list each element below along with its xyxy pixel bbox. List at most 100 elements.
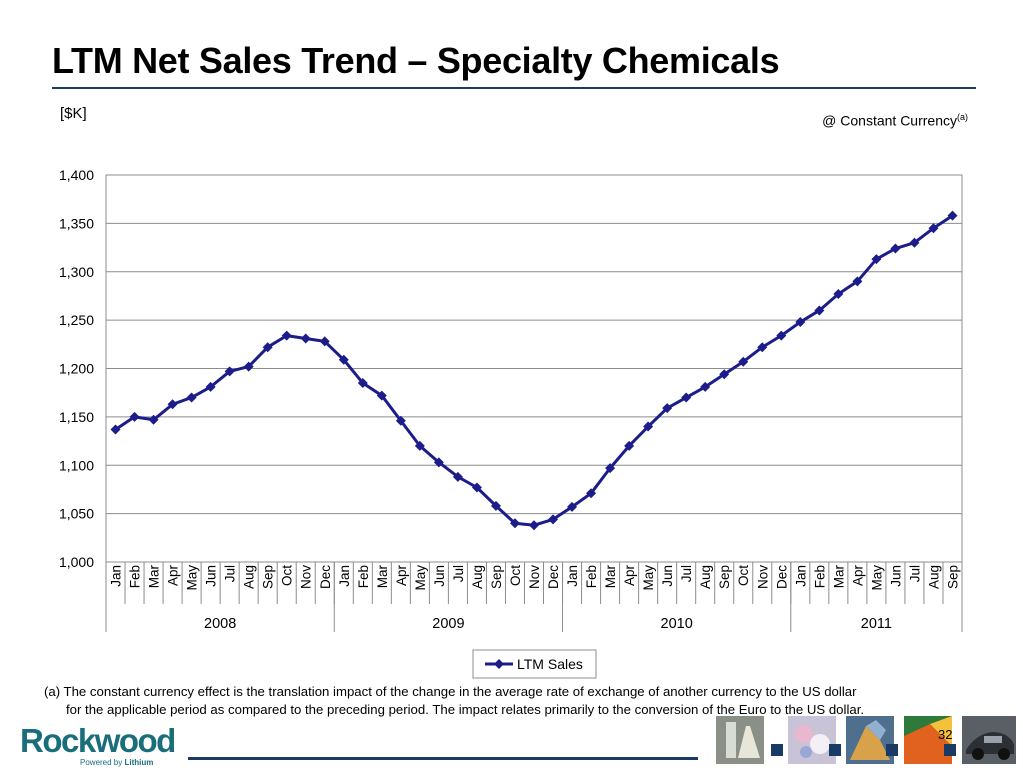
data-point [281,330,292,341]
x-tick-label: Apr [622,565,637,587]
year-label: 2008 [204,616,236,632]
data-point [205,381,216,392]
thumb-separator [771,744,783,756]
chart-axes: 1,000 1,050 1,100 1,150 1,200 1,250 1,300 1,350… [59,167,963,632]
data-point [414,440,425,451]
x-tick-label: Apr [850,565,865,587]
x-tick-label: Aug [470,565,485,589]
x-tick-label: Aug [698,565,713,589]
x-tick-label: May [413,565,428,591]
data-point [167,399,178,410]
data-point [471,482,482,493]
x-tick-label: May [641,565,656,591]
chart-series [110,210,958,531]
data-point [719,369,730,380]
x-tick-label: Nov [755,565,770,589]
legend-label: LTM Sales [517,656,583,672]
data-point [795,317,806,328]
data-point [110,424,121,435]
data-point [757,342,768,353]
data-point [567,501,578,512]
data-point [452,471,463,482]
thumb-car [962,716,1016,764]
currency-note: @ Constant Currency(a) [822,112,968,129]
y-tick-label: 1,100 [59,457,94,473]
thumb-powder [846,716,894,764]
data-point [947,210,958,221]
data-point [224,366,235,377]
thumb-separator [886,744,898,756]
x-tick-label: Dec [546,565,561,589]
x-tick-label: Jul [223,565,238,582]
footnote-line-1: (a) The constant currency effect is the … [44,684,857,699]
x-tick-label: Mar [603,564,618,588]
x-tick-label: Jun [204,565,219,587]
x-tick-label: Mar [375,564,390,588]
data-point [871,254,882,265]
data-point [928,223,939,234]
data-point [624,440,635,451]
data-point [395,415,406,426]
x-tick-label: May [185,565,200,591]
thumb-separator [944,744,956,756]
data-point [643,421,654,432]
data-point [814,305,825,316]
year-label: 2009 [432,616,464,632]
y-tick-label: 1,350 [59,215,94,231]
x-tick-label: Sep [489,565,504,589]
data-point [909,237,920,248]
data-point [490,500,501,511]
data-point [338,354,349,365]
logo-wordmark: Rockwood [20,722,176,759]
data-point [300,333,311,344]
data-point [129,411,140,422]
x-tick-label: Sep [261,565,276,589]
data-point [376,390,387,401]
data-point [662,403,673,414]
data-point [700,381,711,392]
x-tick-label: Jan [793,565,808,587]
data-point [890,243,901,254]
x-tick-label: Jul [907,565,922,582]
page-title: LTM Net Sales Trend – Specialty Chemical… [52,40,780,81]
y-tick-label: 1,200 [59,361,94,377]
footnote: (a) The constant currency effect is the … [44,683,984,719]
x-tick-label: Jul [679,565,694,582]
x-tick-label: May [869,565,884,591]
logo-tagline-brand: Lithium [124,758,154,767]
data-point [529,520,539,531]
data-point [738,356,749,367]
x-tick-label: Apr [166,565,181,587]
x-tick-label: Aug [926,565,941,589]
x-tick-label: Oct [508,565,523,586]
x-tick-label: Mar [831,564,846,588]
data-point [852,276,863,287]
x-tick-label: Oct [280,565,295,586]
data-point [243,361,254,372]
data-point [548,514,559,525]
x-tick-label: Feb [128,565,143,588]
data-point [776,330,787,341]
footnote-line-2: for the applicable period as compared to… [66,702,865,717]
x-tick-label: Sep [945,565,960,589]
page-number: 32 [938,727,953,742]
thumb-pigments [904,716,952,764]
data-point [357,378,368,389]
data-point [186,392,197,403]
currency-note-text: @ Constant Currency [822,112,957,129]
year-label: 2010 [661,616,693,632]
thumb-separator [829,744,841,756]
data-point [433,457,444,468]
year-label: 2011 [861,616,892,632]
x-tick-label: Oct [736,565,751,586]
x-tick-label: Feb [584,565,599,588]
logo-tagline-prefix: Powered by [80,758,125,767]
y-tick-label: 1,150 [59,409,94,425]
chart-grid [105,174,963,563]
x-tick-label: Jan [109,565,124,587]
data-point [262,342,273,353]
unit-label: [$K] [60,105,87,122]
data-point [586,488,597,499]
data-point [319,336,330,347]
x-tick-label: Jun [888,565,903,587]
